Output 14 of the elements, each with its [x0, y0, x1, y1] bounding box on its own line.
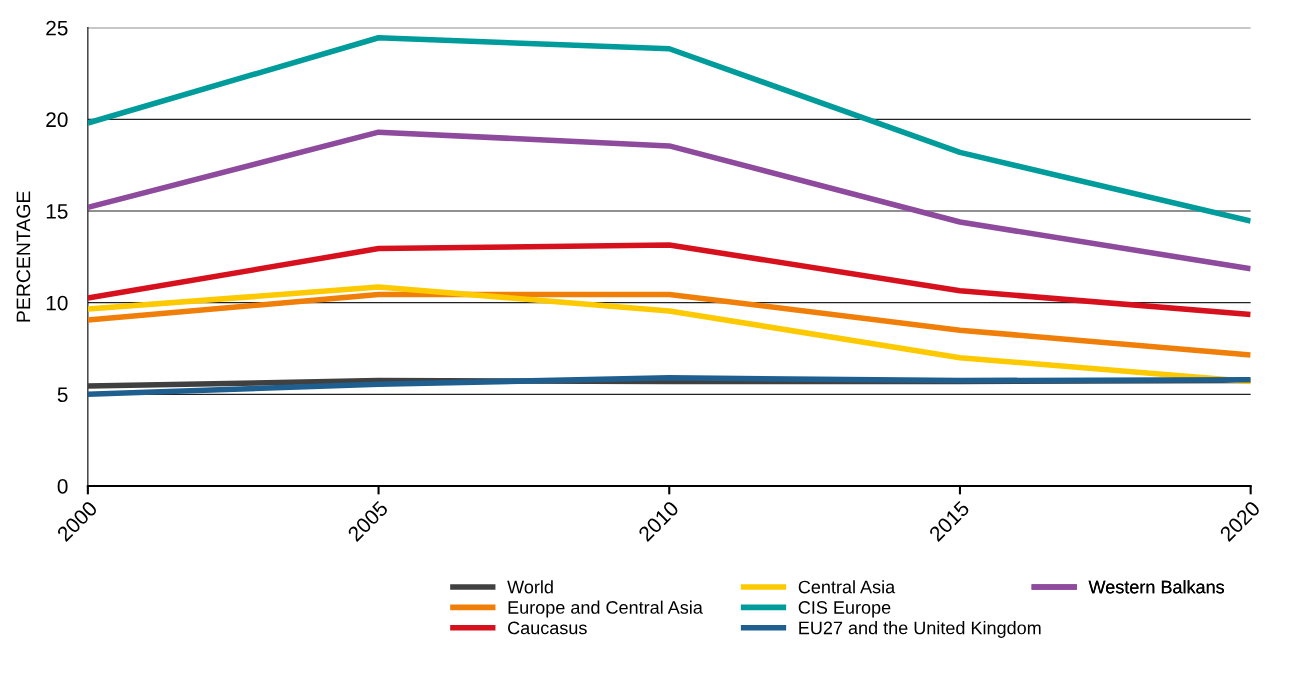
y-tick-label: 0 [57, 479, 68, 494]
legend-label: Central Asia [798, 580, 896, 594]
legend-label: Caucasus [508, 621, 587, 635]
legend-label: Western Balkans [1088, 580, 1225, 594]
legend-label: CIS Europe [798, 601, 891, 618]
y-tick-label: 25 [46, 20, 68, 36]
y-tick-label: 10 [46, 295, 68, 311]
legend-label: EU27 and the United Kingdom [799, 621, 1041, 638]
y-axis-title: PERCENTAGE [16, 191, 31, 322]
y-tick-label: 15 [46, 204, 68, 219]
legend-label: Europe and Central Asia [508, 600, 703, 618]
y-tick-label: 5 [57, 387, 68, 403]
legend-label: World [507, 580, 553, 594]
y-tick-label: 20 [46, 112, 68, 128]
